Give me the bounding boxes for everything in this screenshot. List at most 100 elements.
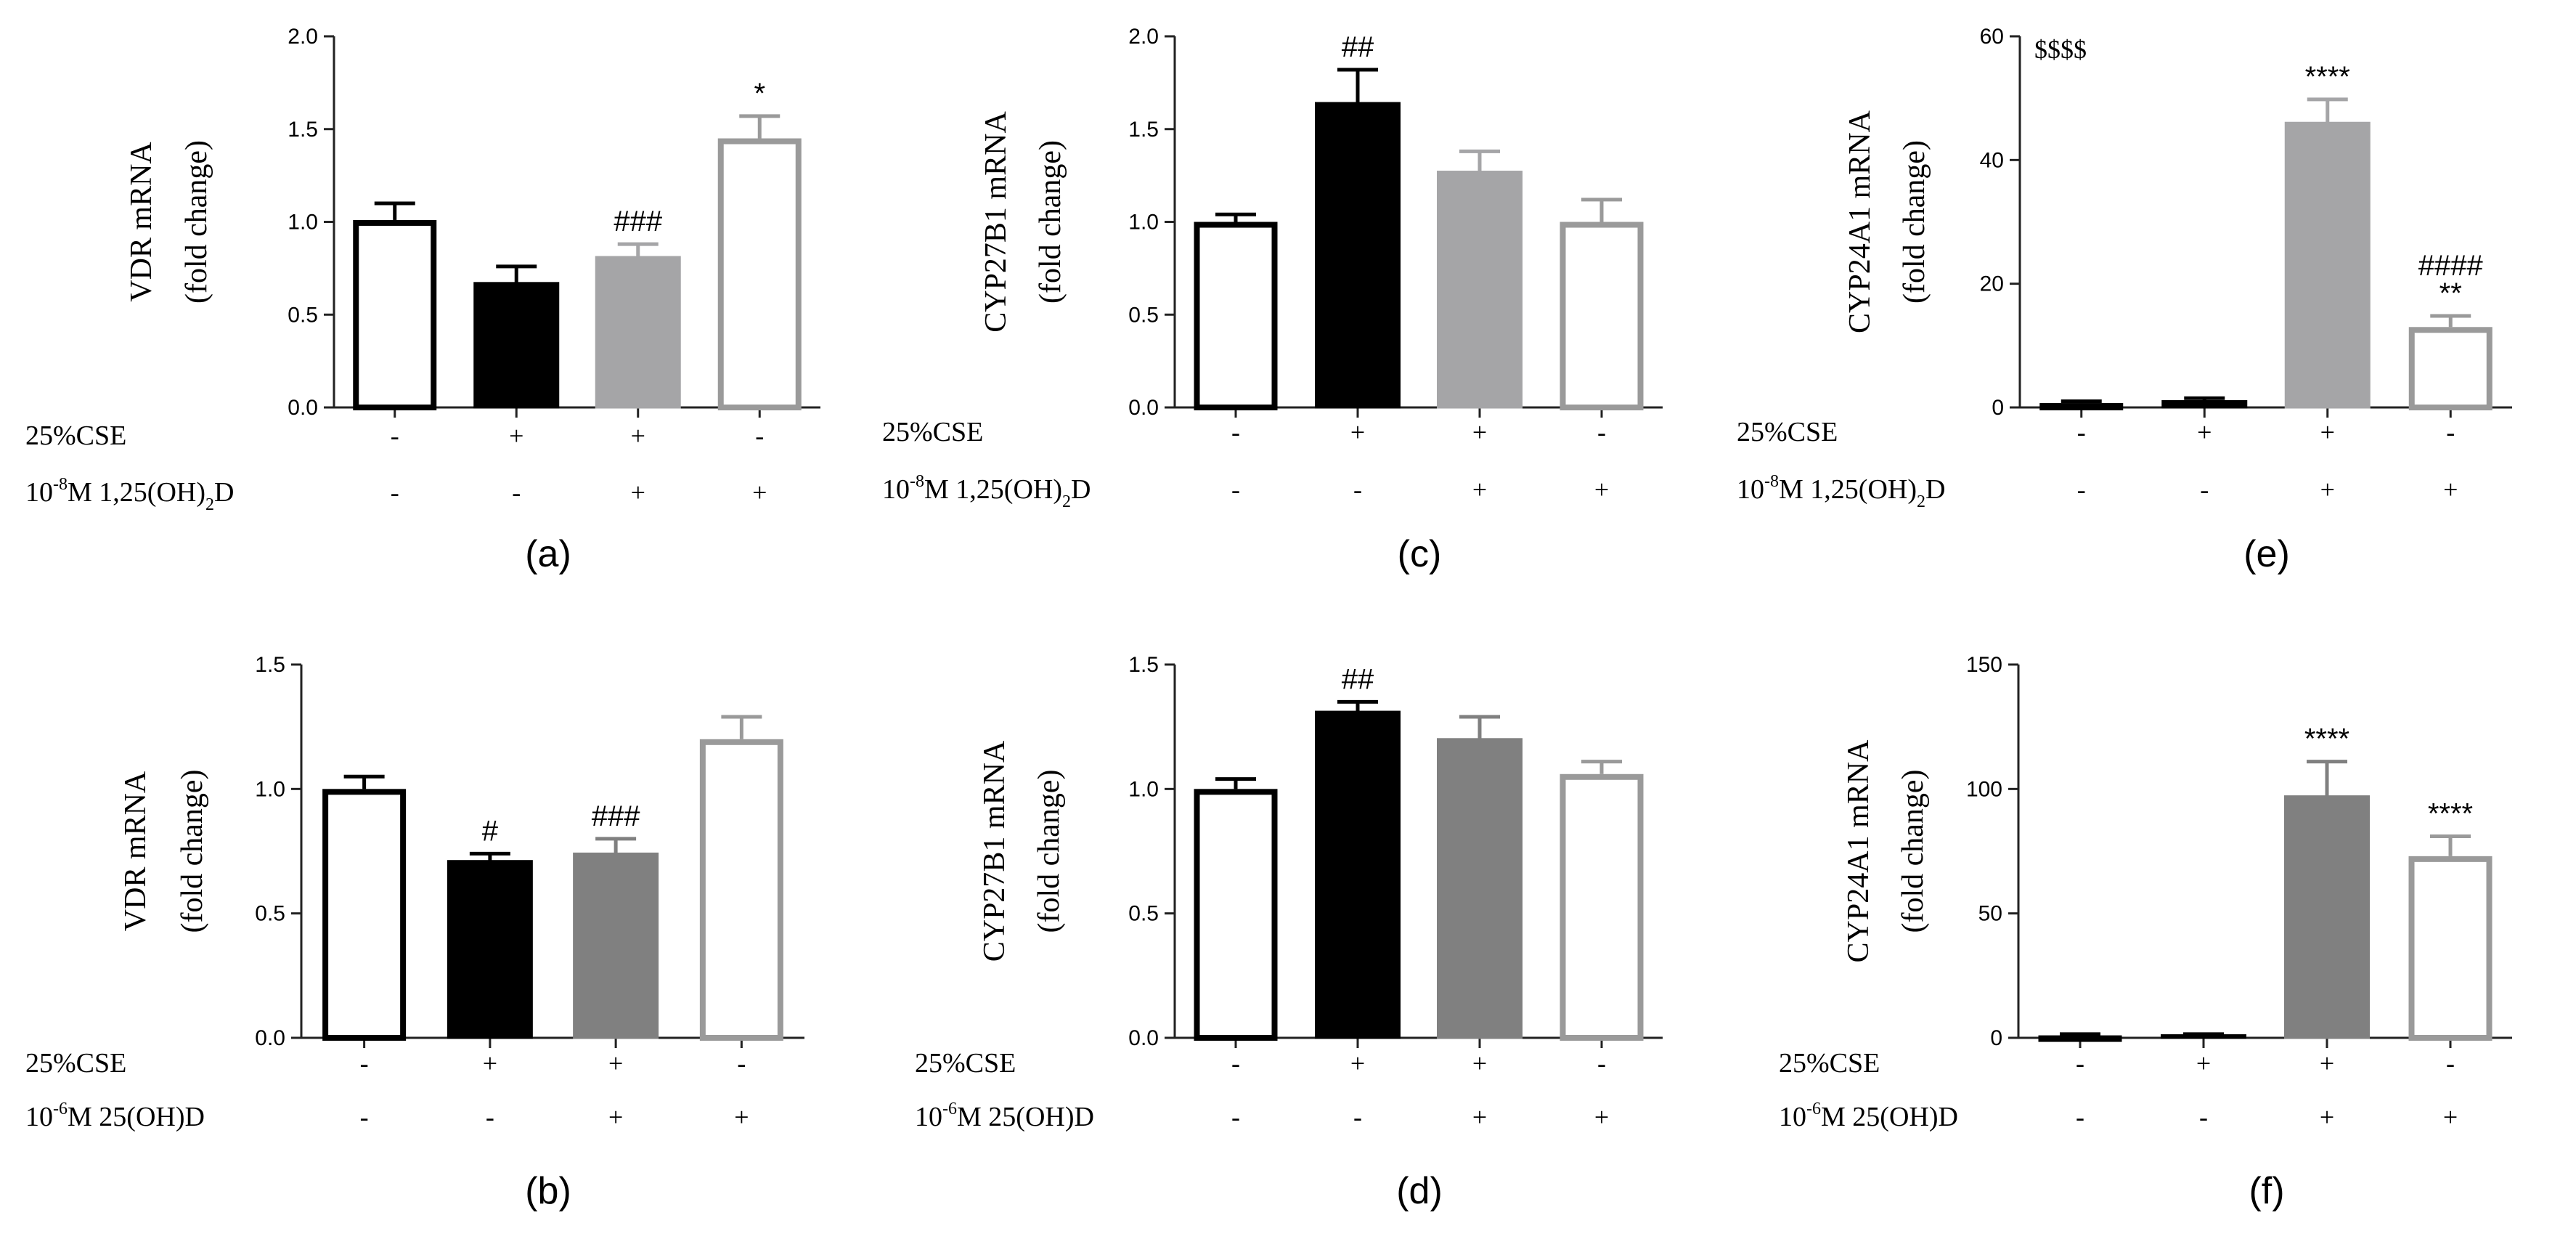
significance-label: ##	[1342, 663, 1374, 695]
y-axis-label: VDR mRNA	[125, 142, 158, 302]
y-tick-label: 0.0	[255, 1026, 285, 1050]
dose-base: 10	[915, 1102, 942, 1132]
treatment-sign: +	[1472, 475, 1487, 504]
treatment-sign: +	[2443, 475, 2458, 504]
y-tick-label: 100	[1966, 777, 2002, 801]
treatment-sign: -	[1353, 1102, 1362, 1132]
panel-a: 0.0 0.5 1.0 1.5 2.0 VDR mRNA (fold change) ### *…	[25, 25, 820, 575]
treatment-label-cse: 25%CSE	[25, 421, 126, 451]
dose-base: 10	[25, 1102, 53, 1132]
panel-label: (b)	[525, 1170, 571, 1212]
treatment-label-dose: 10-6M 25(OH)D	[915, 1100, 1094, 1132]
treatment-sign: -	[2076, 1049, 2084, 1078]
y-tick-label: 1.0	[1128, 211, 1159, 235]
panel-label: (d)	[1396, 1170, 1443, 1212]
bar	[1315, 710, 1401, 1039]
treatment-sign: +	[1472, 418, 1487, 447]
panel-f: 0 50 100 150 CYP24A1 mRNA (fold change) **** **…	[1779, 653, 2512, 1212]
treatment-sign: +	[2320, 1049, 2334, 1078]
significance-label: #	[482, 815, 499, 847]
bar	[1437, 171, 1523, 409]
significance-label: ****	[2428, 797, 2473, 829]
bar	[595, 256, 681, 409]
treatment-label-dose: 10-8M 1,25(OH)2D	[882, 472, 1091, 511]
panel-e: 0 20 40 60 CYP24A1 mRNA (fold change) **** ####…	[1737, 25, 2512, 575]
bar	[1315, 102, 1401, 409]
treatment-sign: +	[1350, 1049, 1365, 1078]
treatment-sign: -	[486, 1102, 494, 1132]
treatment-sign: +	[2320, 418, 2335, 447]
y-axis-label: (fold change)	[1896, 769, 1930, 933]
dose-compound: M 25(OH)D	[68, 1102, 205, 1132]
y-tick-label: 20	[1980, 272, 2004, 296]
dose-exponent: -6	[53, 1100, 68, 1118]
y-axis-label: (fold change)	[180, 140, 213, 304]
significance-text: ####	[2418, 250, 2484, 282]
dose-base: 10	[1779, 1102, 1806, 1132]
dose-base: 10	[882, 474, 910, 505]
panel-label: (c)	[1398, 533, 1442, 575]
bar	[699, 739, 783, 1041]
treatment-sign: +	[2320, 1102, 2334, 1132]
bar	[1194, 789, 1278, 1041]
treatment-label-dose: 10-8M 1,25(OH)2D	[1737, 472, 1945, 511]
treatment-sign: +	[2196, 1049, 2211, 1078]
treatment-sign: -	[1231, 1049, 1240, 1078]
y-tick-label: 0.0	[288, 396, 318, 420]
bar	[2408, 856, 2493, 1041]
bar	[2039, 403, 2124, 410]
significance-text: ###	[592, 800, 640, 832]
y-tick-label: 2.0	[288, 25, 318, 49]
dose-suffix: D	[1925, 474, 1945, 505]
dose-suffix: D	[1071, 474, 1091, 505]
y-tick-label: 60	[1980, 25, 2004, 49]
significance-label: ##	[1342, 31, 1374, 63]
treatment-label-dose: 10-6M 25(OH)D	[1779, 1100, 1958, 1132]
y-axis-label: CYP27B1 mRNA	[979, 111, 1013, 333]
treatment-label-cse: 25%CSE	[1779, 1048, 1880, 1079]
treatment-sign: +	[734, 1102, 749, 1132]
significance-text: ****	[2428, 797, 2473, 829]
bar	[1194, 222, 1278, 410]
bar	[2408, 327, 2493, 410]
treatment-label-cse: 25%CSE	[25, 1048, 126, 1079]
bar	[353, 219, 437, 410]
dose-compound: M 1,25(OH)	[924, 474, 1062, 505]
treatment-sign: -	[2446, 1049, 2455, 1078]
panel-d: 0.0 0.5 1.0 1.5 CYP27B1 mRNA (fold change) ## 2…	[915, 653, 1663, 1212]
significance-label: ****	[2305, 61, 2350, 93]
bar	[1560, 222, 1644, 410]
treatment-sign: -	[391, 478, 399, 507]
treatment-sign: -	[1231, 1102, 1240, 1132]
treatment-sign: +	[1472, 1102, 1487, 1132]
y-tick-label: 50	[1978, 902, 2002, 926]
corner-significance: $$$$	[2034, 35, 2087, 64]
treatment-sign: +	[483, 1049, 497, 1078]
panel-label: (f)	[2249, 1170, 2284, 1212]
treatment-sign: +	[631, 478, 645, 507]
treatment-sign: +	[608, 1049, 623, 1078]
treatment-sign: +	[1472, 1049, 1487, 1078]
treatment-sign: +	[2197, 418, 2212, 447]
bar	[2284, 121, 2371, 409]
panel-label: (a)	[525, 533, 571, 575]
bar	[2161, 399, 2248, 409]
y-tick-label: 0.0	[1128, 396, 1159, 420]
treatment-sign: +	[608, 1102, 623, 1132]
treatment-sign: -	[755, 421, 764, 450]
panel-label: (e)	[2243, 533, 2290, 575]
y-tick-label: 1.5	[1128, 653, 1159, 677]
treatment-sign: +	[1350, 418, 1365, 447]
bar	[573, 852, 659, 1039]
treatment-sign: +	[631, 421, 645, 450]
significance-text: ##	[1342, 31, 1374, 63]
y-axis-label: CYP24A1 mRNA	[1842, 739, 1875, 963]
dose-exponent: -6	[942, 1100, 957, 1118]
bar	[473, 282, 560, 409]
significance-label: ###	[614, 206, 662, 237]
treatment-sign: -	[2076, 1102, 2084, 1132]
bar	[322, 789, 407, 1041]
dose-base: 10	[1737, 474, 1764, 505]
